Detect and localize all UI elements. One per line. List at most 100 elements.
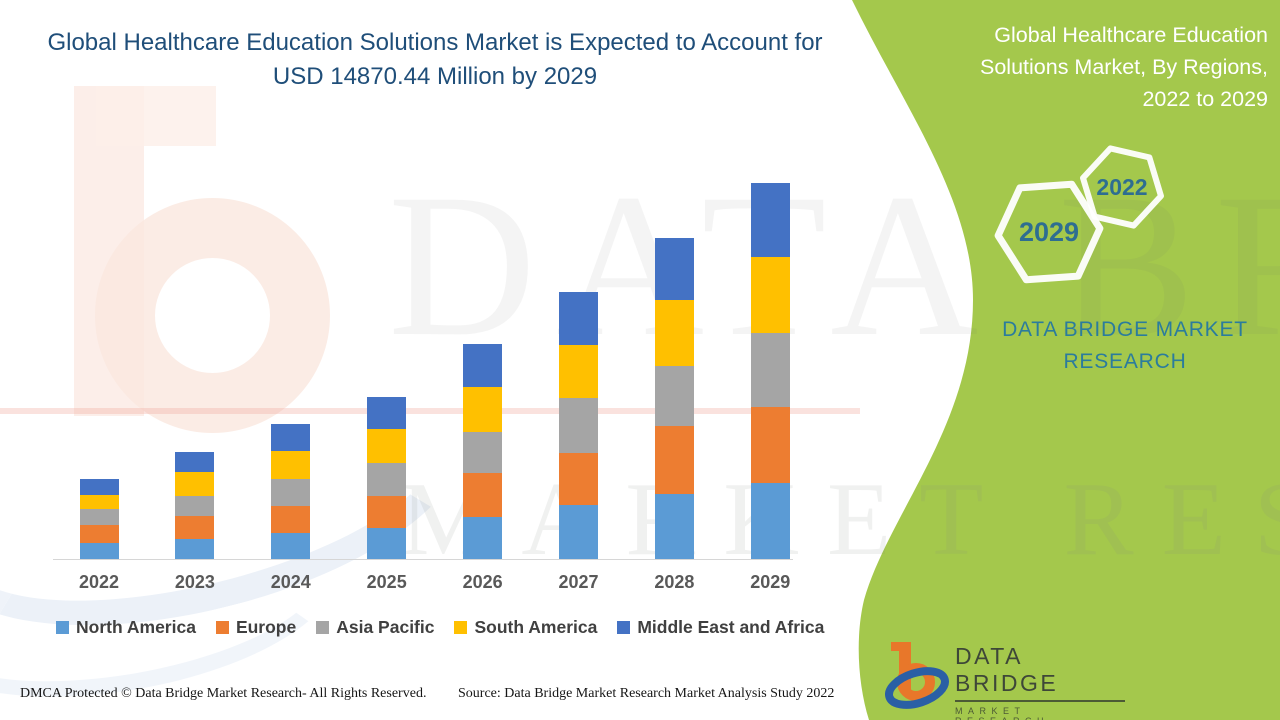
hexagon-large-year: 2029 bbox=[1019, 217, 1079, 247]
bar-segment bbox=[750, 183, 790, 258]
bar-segment bbox=[175, 516, 215, 540]
bar-segment bbox=[367, 397, 407, 430]
chart-legend: North America Europe Asia Pacific South Ame… bbox=[56, 617, 826, 638]
stacked-bar-2029 bbox=[750, 183, 790, 559]
bar-segment bbox=[654, 238, 694, 300]
bar-segment bbox=[367, 528, 407, 559]
x-axis-labels: 2022 2023 2024 2025 2026 2027 2028 2029 bbox=[55, 572, 795, 596]
hexagon-badges: 2029 2022 bbox=[994, 145, 1164, 284]
stacked-bar-2024 bbox=[271, 423, 311, 559]
chart-title: Global Healthcare Education Solutions Ma… bbox=[47, 29, 823, 91]
bar-segment bbox=[559, 505, 598, 559]
stacked-bar-2028 bbox=[654, 238, 694, 559]
bar-segment bbox=[367, 429, 407, 464]
x-axis-label: 2029 bbox=[750, 572, 791, 592]
legend-item: Asia Pacific bbox=[316, 617, 434, 638]
stacked-bar-2023 bbox=[175, 452, 215, 559]
stacked-bar-2025 bbox=[367, 397, 407, 559]
hexagon-2022-icon bbox=[1080, 145, 1164, 229]
bar-segment bbox=[79, 525, 119, 544]
chart-plot bbox=[55, 183, 795, 559]
bar-segment bbox=[463, 517, 503, 559]
bar-segment bbox=[654, 365, 694, 427]
bar-segment bbox=[271, 505, 311, 533]
x-axis-label: 2025 bbox=[366, 572, 407, 592]
panel-brand-line1: DATA BRIDGE MARKET bbox=[1002, 318, 1248, 341]
bar-segment bbox=[750, 257, 790, 334]
logo-b-icon bbox=[885, 642, 949, 709]
legend-label: Europe bbox=[235, 617, 297, 637]
logo-swoosh-icon bbox=[885, 667, 949, 709]
bar-segment bbox=[654, 299, 694, 366]
legend-item: North America bbox=[56, 617, 196, 638]
logo-text-block: DATA BRIDGE MARKET RESEARCH bbox=[955, 643, 1125, 720]
bar-segment bbox=[79, 479, 119, 495]
bar-segment bbox=[559, 345, 598, 399]
panel-title: Global Healthcare Education Solutions Ma… bbox=[980, 23, 1268, 111]
bar-segment bbox=[175, 452, 215, 473]
hexagon-2029-icon bbox=[994, 180, 1104, 284]
bar-segment bbox=[463, 432, 503, 474]
bar-segment bbox=[175, 472, 215, 497]
bar-segment bbox=[654, 494, 694, 559]
legend-swatch-icon bbox=[316, 621, 330, 634]
bar-segment bbox=[79, 543, 119, 559]
bar-segment bbox=[559, 398, 598, 454]
bar-segment bbox=[750, 407, 790, 484]
x-axis-label: 2024 bbox=[270, 572, 311, 592]
legend-label: Asia Pacific bbox=[336, 617, 435, 637]
bar-segment bbox=[654, 426, 694, 495]
stacked-bar-2027 bbox=[559, 292, 598, 559]
bar-segment bbox=[559, 453, 598, 506]
bar-segment bbox=[271, 532, 311, 559]
footer-source: Source: Data Bridge Market Research Mark… bbox=[458, 686, 835, 701]
hexagon-small-year: 2022 bbox=[1096, 174, 1147, 200]
logo-subtitle: MARKET RESEARCH bbox=[955, 706, 1044, 720]
x-axis-label: 2022 bbox=[78, 572, 120, 592]
watermark-pink-band bbox=[0, 408, 860, 414]
bar-segment bbox=[271, 478, 311, 506]
x-axis-label: 2026 bbox=[462, 572, 503, 592]
legend-label: North America bbox=[76, 617, 196, 637]
bar-segment bbox=[559, 292, 598, 346]
watermark-top-text: DATA BRIDGE bbox=[388, 152, 1280, 379]
bar-segment bbox=[750, 483, 790, 559]
legend-swatch-icon bbox=[617, 621, 631, 634]
legend-item: South America bbox=[454, 617, 597, 638]
watermark-b-notch bbox=[96, 86, 216, 146]
panel-brand-text: DATA BRIDGE MARKET RESEARCH bbox=[975, 314, 1275, 377]
watermark-bottom-text: MARKET RESEARCH bbox=[400, 460, 1280, 577]
bar-segment bbox=[79, 494, 119, 510]
bar-segment bbox=[750, 333, 790, 408]
bar-segment bbox=[175, 539, 215, 559]
legend-item: Europe bbox=[215, 617, 297, 638]
bar-segment bbox=[175, 496, 215, 517]
legend-swatch-icon bbox=[56, 621, 69, 634]
legend-swatch-icon bbox=[454, 621, 468, 634]
bar-segment bbox=[271, 450, 311, 479]
panel-brand-line2: RESEARCH bbox=[1063, 349, 1187, 373]
bar-segment bbox=[79, 509, 119, 526]
bar-segment bbox=[367, 496, 407, 529]
x-axis-label: 2027 bbox=[558, 572, 599, 592]
stacked-bar-2026 bbox=[463, 344, 503, 559]
bar-segment bbox=[463, 473, 503, 518]
bar-segment bbox=[367, 463, 407, 497]
x-axis-line bbox=[53, 559, 793, 560]
footer-copyright: DMCA Protected © Data Bridge Market Rese… bbox=[20, 686, 427, 701]
bar-segment bbox=[271, 423, 311, 451]
x-axis-label: 2028 bbox=[654, 572, 695, 592]
x-axis-label: 2023 bbox=[174, 572, 215, 592]
legend-item: Middle East and Africa bbox=[617, 617, 824, 638]
green-panel-shape bbox=[852, 0, 1280, 720]
legend-swatch-icon bbox=[215, 621, 229, 634]
bar-segment bbox=[463, 387, 503, 433]
data-bridge-logo: DATA BRIDGE MARKET RESEARCH bbox=[885, 636, 1125, 720]
stacked-bar-2022 bbox=[79, 479, 119, 559]
legend-label: Middle East and Africa bbox=[637, 617, 825, 637]
legend-label: South America bbox=[474, 617, 598, 637]
logo-name: DATA BRIDGE bbox=[955, 643, 1125, 702]
bar-segment bbox=[463, 344, 503, 388]
